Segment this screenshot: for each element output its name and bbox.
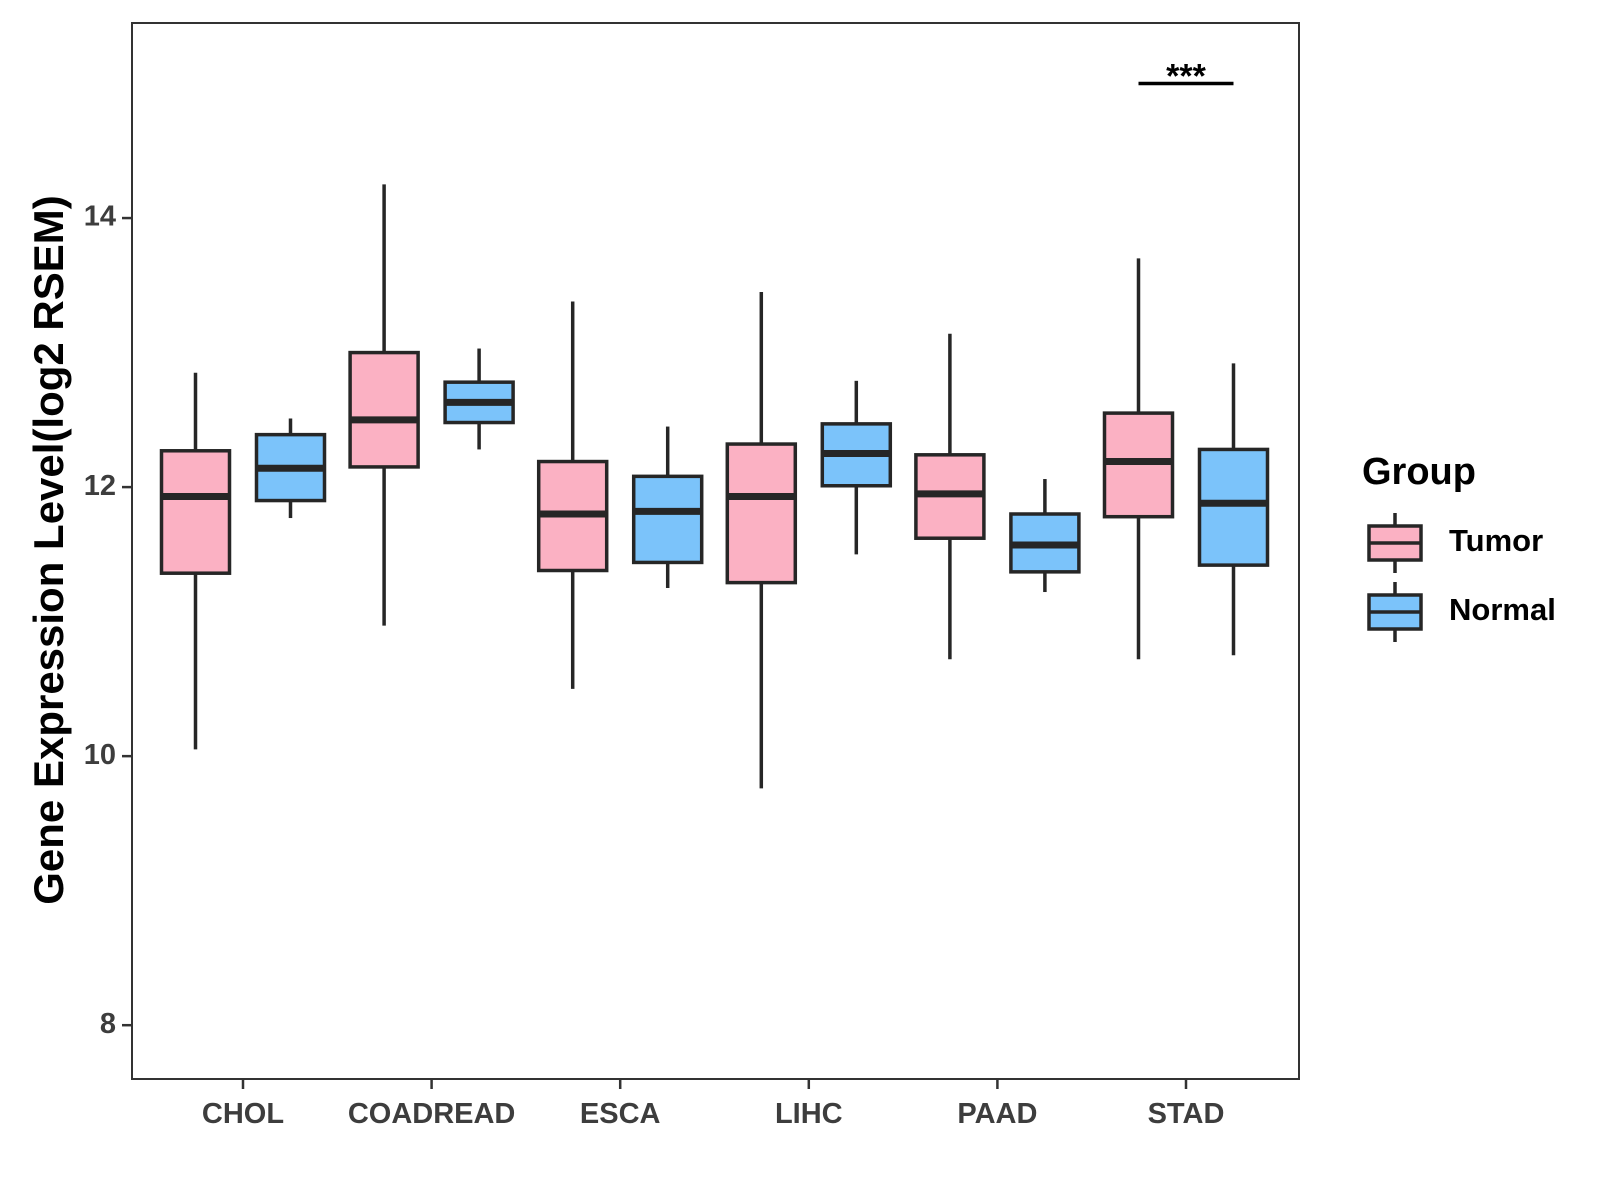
box-tumor-coadread bbox=[348, 184, 420, 626]
box-tumor-stad bbox=[1102, 258, 1175, 660]
box-normal-coadread bbox=[443, 348, 515, 450]
box-tumor-chol bbox=[159, 372, 232, 750]
y-tick-label: 8 bbox=[100, 1008, 116, 1040]
y-tick-label: 12 bbox=[84, 470, 116, 502]
iqr-box bbox=[1197, 447, 1270, 567]
legend-key-tumor bbox=[1367, 513, 1423, 573]
legend: Group Tumor Normal bbox=[1362, 451, 1556, 642]
axes-layer: 8 10 12 14 CHOL COADREAD ESCA LIHC PAAD STAD *** bbox=[84, 58, 1234, 1130]
box-normal-paad bbox=[1009, 479, 1081, 593]
plot-background bbox=[132, 23, 1299, 1079]
x-tick-label: COADREAD bbox=[348, 1098, 516, 1130]
iqr-box bbox=[725, 442, 798, 585]
box-normal-stad bbox=[1197, 363, 1270, 656]
iqr-box bbox=[348, 350, 420, 469]
y-axis-title: Gene Expression Level(log2 RSEM) bbox=[25, 195, 72, 905]
box-tumor-paad bbox=[914, 333, 986, 660]
box-tumor-esca bbox=[536, 301, 609, 689]
y-tick-label: 10 bbox=[84, 739, 116, 771]
significance-label: *** bbox=[1166, 58, 1206, 96]
box-tumor-lihc bbox=[725, 292, 798, 789]
legend-label-tumor: Tumor bbox=[1449, 523, 1543, 558]
legend-label-normal: Normal bbox=[1449, 592, 1556, 627]
box-normal-esca bbox=[631, 426, 704, 588]
legend-title: Group bbox=[1362, 451, 1476, 493]
x-tick-label: STAD bbox=[1148, 1098, 1225, 1130]
iqr-box bbox=[631, 474, 704, 565]
x-tick-label: PAAD bbox=[957, 1098, 1037, 1130]
y-tick-label: 14 bbox=[84, 201, 116, 233]
boxes-layer bbox=[159, 184, 1270, 789]
box-normal-chol bbox=[254, 418, 327, 519]
x-tick-label: LIHC bbox=[775, 1098, 843, 1130]
box-normal-lihc bbox=[820, 380, 893, 555]
x-tick-label: CHOL bbox=[202, 1098, 284, 1130]
x-tick-label: ESCA bbox=[580, 1098, 661, 1130]
iqr-box bbox=[159, 449, 232, 575]
plot-panel-border bbox=[131, 22, 1300, 1080]
legend-key-normal bbox=[1367, 582, 1423, 642]
